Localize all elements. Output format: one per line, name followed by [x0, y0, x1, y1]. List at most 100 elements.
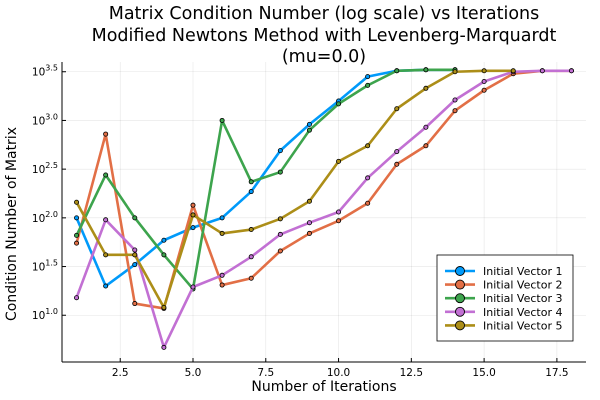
- data-point: [423, 143, 429, 149]
- chart-title-line-2: Modified Newtons Method with Levenberg-M…: [92, 26, 557, 46]
- data-point: [277, 231, 283, 237]
- data-point: [365, 143, 371, 149]
- axes-layer: [61, 62, 586, 363]
- data-point: [277, 248, 283, 254]
- data-point: [219, 117, 225, 123]
- data-point: [394, 106, 400, 112]
- legend-entry-label: Initial Vector 3: [483, 292, 562, 305]
- data-point: [190, 284, 196, 290]
- data-point: [248, 275, 254, 281]
- legend-swatch-marker: [455, 306, 465, 317]
- data-point: [74, 295, 80, 301]
- data-point: [306, 127, 312, 133]
- data-point: [219, 272, 225, 278]
- x-tick-label: 10.0: [327, 367, 350, 379]
- data-point: [336, 101, 342, 107]
- legend-swatch-marker: [455, 293, 465, 304]
- data-point: [219, 282, 225, 288]
- chart-title-line-1: Matrix Condition Number (log scale) vs I…: [109, 4, 540, 24]
- legend-swatch-marker: [455, 279, 465, 290]
- series-line: [75, 69, 515, 309]
- data-point: [365, 74, 371, 80]
- legend-swatch-marker: [455, 266, 465, 276]
- x-tick-label: 17.5: [545, 367, 568, 379]
- data-point: [452, 108, 458, 114]
- data-point: [74, 240, 80, 246]
- x-tick-label: 5.0: [185, 367, 202, 379]
- data-point: [248, 254, 254, 260]
- x-tick-label: 7.5: [257, 367, 274, 379]
- data-point: [74, 199, 80, 205]
- data-point: [103, 172, 109, 178]
- data-point: [336, 218, 342, 224]
- data-point: [190, 202, 196, 208]
- data-point: [190, 225, 196, 231]
- data-point: [452, 69, 458, 75]
- series-line: [75, 69, 573, 310]
- data-point: [539, 68, 545, 74]
- data-point: [74, 215, 80, 221]
- y-tick-labels: 101.0 101.5 102.0 102.5 103.0 103.5: [32, 64, 58, 323]
- data-point: [190, 212, 196, 218]
- series-initial-vector-5: [74, 68, 516, 310]
- series-initial-vector-3: [74, 67, 458, 292]
- y-tick-label: 102.0: [32, 210, 58, 225]
- legend-swatch-marker: [455, 320, 465, 331]
- data-point: [394, 68, 400, 74]
- legend-entry-label: Initial Vector 4: [483, 306, 562, 319]
- data-point: [161, 304, 167, 310]
- data-point: [394, 149, 400, 155]
- series-line: [75, 68, 457, 288]
- data-point: [423, 67, 429, 73]
- data-point: [277, 169, 283, 175]
- data-point: [103, 283, 109, 289]
- data-point: [248, 189, 254, 195]
- data-point: [161, 237, 167, 243]
- y-axis-label: Condition Number of Matrix: [4, 127, 20, 321]
- data-point: [365, 175, 371, 181]
- data-point: [132, 301, 138, 307]
- data-point: [481, 68, 487, 74]
- data-point: [306, 121, 312, 127]
- data-point: [306, 230, 312, 236]
- series-layer: [74, 67, 574, 350]
- x-axis-label: Number of Iterations: [251, 379, 396, 395]
- data-point: [365, 200, 371, 206]
- data-point: [132, 215, 138, 221]
- x-tick-label: 2.5: [112, 367, 129, 379]
- data-point: [394, 161, 400, 167]
- data-point: [219, 215, 225, 221]
- data-point: [452, 97, 458, 103]
- series-initial-vector-4: [74, 68, 574, 350]
- data-point: [132, 262, 138, 268]
- data-point: [103, 217, 109, 223]
- x-tick-labels: 2.5 5.0 7.5 10.0 12.5 15.0 17.5: [112, 367, 569, 379]
- y-tick-label: 101.0: [32, 307, 58, 322]
- y-tick-label: 101.5: [32, 259, 58, 274]
- data-point: [161, 252, 167, 258]
- y-tick-label: 103.0: [32, 112, 58, 127]
- data-point: [248, 227, 254, 233]
- x-tick-label: 12.5: [400, 367, 423, 379]
- legend-entry-label: Initial Vector 2: [483, 279, 562, 292]
- data-point: [277, 216, 283, 222]
- data-point: [568, 68, 574, 74]
- series-line: [75, 69, 573, 349]
- data-point: [103, 252, 109, 258]
- data-point: [336, 158, 342, 164]
- data-point: [132, 252, 138, 258]
- data-point: [277, 148, 283, 154]
- data-point: [481, 78, 487, 84]
- series-line: [75, 68, 457, 291]
- legend-entry-label: Initial Vector 5: [483, 319, 562, 332]
- data-point: [306, 198, 312, 204]
- data-point: [510, 68, 516, 74]
- data-point: [161, 344, 167, 350]
- data-point: [306, 220, 312, 226]
- data-point: [423, 124, 429, 130]
- y-tick-label: 102.5: [32, 161, 58, 176]
- data-point: [219, 230, 225, 236]
- data-point: [423, 85, 429, 91]
